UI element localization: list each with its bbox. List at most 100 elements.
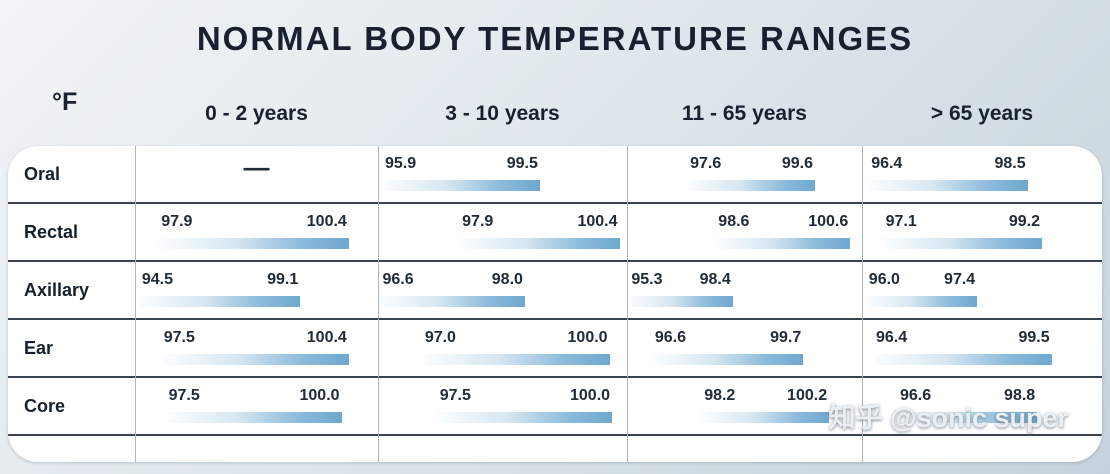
row-label: Core xyxy=(24,395,66,416)
low-value: 96.4 xyxy=(871,155,903,172)
high-value: 99.1 xyxy=(267,271,299,288)
range-bar xyxy=(166,412,342,423)
range-cell: 97.5 100.4 xyxy=(135,320,378,376)
column-divider xyxy=(135,146,136,462)
table-panel: Oral — 95.9 99.5 97.6 99.6 96.4 98.5 Rectal 97.9 1… xyxy=(8,146,1102,462)
range-bar xyxy=(460,238,620,249)
column-header-0-2-years: 0 - 2 years xyxy=(205,102,308,125)
range-bar xyxy=(382,180,540,191)
low-value: 98.2 xyxy=(704,387,736,404)
range-cell: 96.6 98.8 xyxy=(862,378,1102,434)
range-bar xyxy=(688,180,815,191)
range-cell: 97.9 100.4 xyxy=(135,204,378,260)
range-bar xyxy=(874,354,1052,365)
high-value: 99.5 xyxy=(506,155,538,172)
watermark: 知乎 @sonic super xyxy=(828,403,1068,433)
range-cell: 95.3 98.4 xyxy=(627,262,862,318)
range-cell: 97.5 100.0 xyxy=(378,378,627,434)
table-row: Ear 97.5 100.4 97.0 100.0 96.6 99.7 96.4 99.5 xyxy=(8,320,1102,378)
low-value: 97.9 xyxy=(161,213,193,230)
column-header-3-10-years: 3 - 10 years xyxy=(445,102,560,125)
low-value: 96.4 xyxy=(876,329,908,346)
range-cell: 98.2 100.2 xyxy=(627,378,862,434)
range-bar xyxy=(629,296,733,307)
low-value: 97.5 xyxy=(439,387,471,404)
range-cell: 96.4 98.5 xyxy=(862,146,1102,202)
range-cell: 97.6 99.6 xyxy=(627,146,862,202)
header-spacer xyxy=(8,102,135,126)
range-bar xyxy=(437,412,613,423)
high-value: 100.0 xyxy=(299,387,340,404)
low-value: 95.3 xyxy=(631,271,663,288)
high-value: 100.4 xyxy=(306,329,347,346)
low-value: 97.0 xyxy=(424,329,456,346)
row-label: Rectal xyxy=(24,221,79,242)
low-value: 97.5 xyxy=(163,329,195,346)
high-value: 98.0 xyxy=(491,271,523,288)
table-rows: Oral — 95.9 99.5 97.6 99.6 96.4 98.5 Rectal 97.9 1… xyxy=(8,146,1102,436)
row-label: Oral xyxy=(24,163,61,184)
high-value: 99.5 xyxy=(1018,329,1050,346)
column-divider xyxy=(627,146,628,462)
range-cell: 94.5 99.1 xyxy=(135,262,378,318)
row-label: Axillary xyxy=(24,279,90,300)
low-value: 96.6 xyxy=(900,387,932,404)
unit-label: °F xyxy=(52,88,78,116)
table-row: Axillary 94.5 99.1 96.6 98.0 95.3 98.4 96.0 97.4 xyxy=(8,262,1102,320)
high-value: 99.2 xyxy=(1008,213,1040,230)
no-data-dash: — xyxy=(243,152,270,182)
high-value: 100.0 xyxy=(567,329,608,346)
range-bar xyxy=(159,238,349,249)
range-bar xyxy=(716,238,851,249)
table-row: Core 97.5 100.0 97.5 100.0 98.2 100.2 96.6 98.8 xyxy=(8,378,1102,436)
range-cell: — xyxy=(135,146,378,202)
high-value: 100.4 xyxy=(577,213,618,230)
high-value: 100.6 xyxy=(808,213,849,230)
low-value: 96.6 xyxy=(654,329,686,346)
column-header-over-65-years: > 65 years xyxy=(930,102,1034,125)
range-bar xyxy=(380,296,525,307)
high-value: 98.4 xyxy=(699,271,731,288)
low-value: 95.9 xyxy=(384,155,417,172)
range-bar xyxy=(898,412,1038,423)
low-value: 96.6 xyxy=(382,271,414,288)
high-value: 99.6 xyxy=(781,155,813,172)
range-cell: 98.6 100.6 xyxy=(627,204,862,260)
range-bar xyxy=(422,354,610,365)
low-value: 97.1 xyxy=(885,213,917,230)
range-bar xyxy=(866,296,978,307)
range-cell: 97.9 100.4 xyxy=(378,204,627,260)
low-value: 94.5 xyxy=(141,271,173,288)
column-header-11-65-years: 11 - 65 years xyxy=(682,102,807,125)
range-cell: 96.6 98.0 xyxy=(378,262,627,318)
range-cell: 97.5 100.0 xyxy=(135,378,378,434)
range-cell: 96.0 97.4 xyxy=(862,262,1102,318)
range-cell: 96.6 99.7 xyxy=(627,320,862,376)
range-cell: 97.0 100.0 xyxy=(378,320,627,376)
range-cell: 96.4 99.5 xyxy=(862,320,1102,376)
range-cell: 95.9 99.5 xyxy=(378,146,627,202)
range-bar xyxy=(702,412,830,423)
table-row: Oral — 95.9 99.5 97.6 99.6 96.4 98.5 xyxy=(8,146,1102,204)
range-bar xyxy=(139,296,301,307)
high-value: 97.4 xyxy=(944,271,976,288)
column-divider xyxy=(862,146,863,462)
low-value: 97.5 xyxy=(168,387,200,404)
column-divider xyxy=(378,146,379,462)
high-value: 100.4 xyxy=(306,213,347,230)
range-bar xyxy=(883,238,1042,249)
column-headers: 0 - 2 years 3 - 10 years 11 - 65 years >… xyxy=(8,102,1102,126)
high-value: 100.2 xyxy=(787,387,828,404)
high-value: 98.8 xyxy=(1004,387,1036,404)
low-value: 97.6 xyxy=(690,155,722,172)
high-value: 99.7 xyxy=(770,329,802,346)
high-value: 100.0 xyxy=(570,387,611,404)
range-bar xyxy=(869,180,1028,191)
table-row: Rectal 97.9 100.4 97.9 100.4 98.6 100.6 97.1 99.… xyxy=(8,204,1102,262)
low-value: 97.9 xyxy=(462,213,494,230)
range-bar xyxy=(652,354,804,365)
high-value: 98.5 xyxy=(994,155,1026,172)
low-value: 96.0 xyxy=(868,271,900,288)
low-value: 98.6 xyxy=(718,213,750,230)
